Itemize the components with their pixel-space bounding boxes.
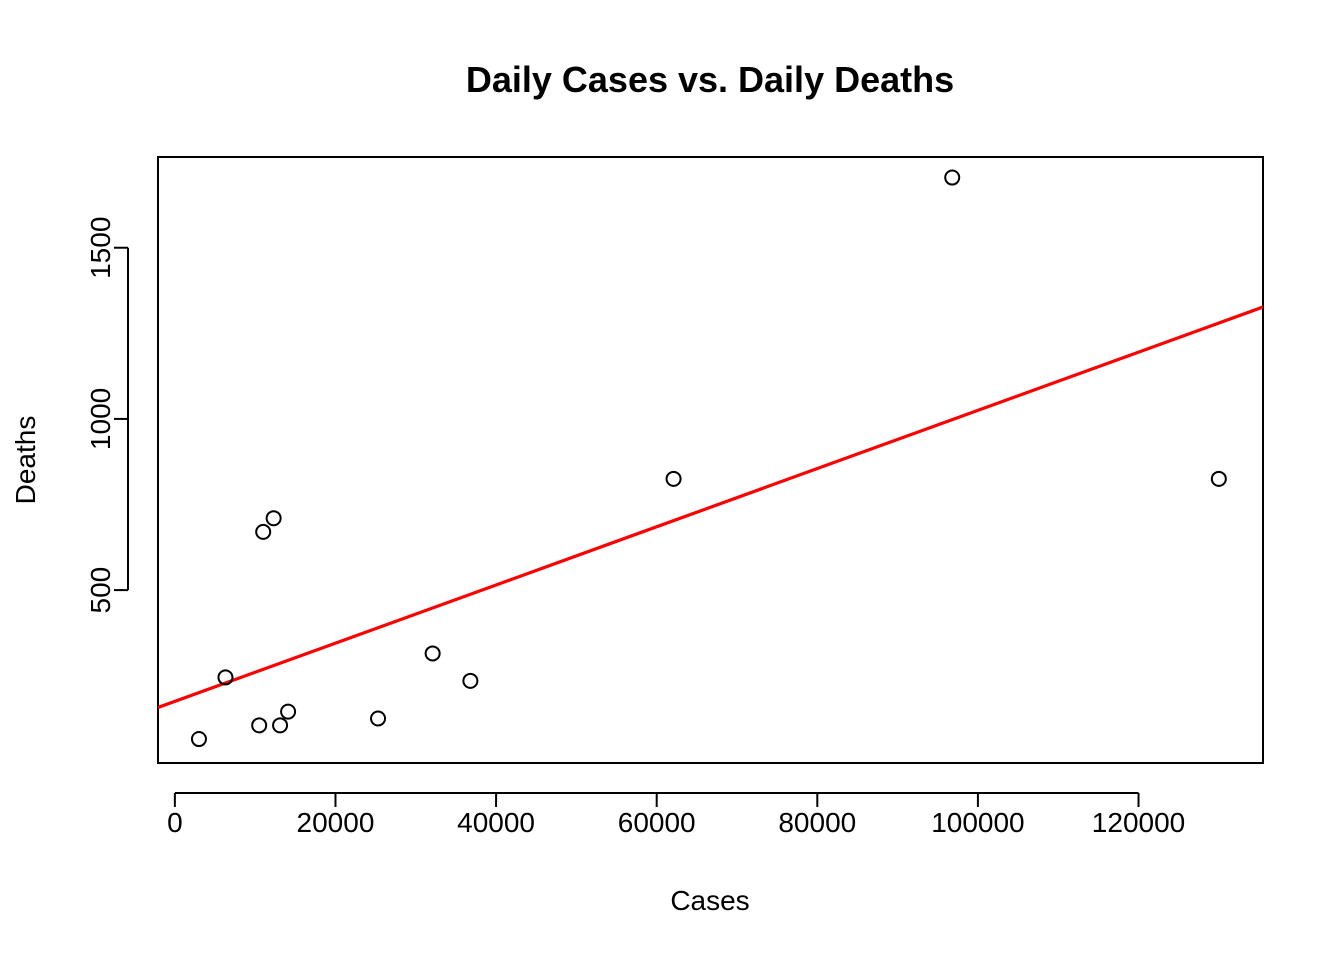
data-point (424, 645, 441, 662)
x-tick-label: 0 (167, 807, 183, 838)
x-tick-label: 60000 (618, 807, 696, 838)
data-point (255, 523, 272, 540)
data-point (265, 510, 282, 527)
y-tick-label: 1000 (85, 388, 116, 450)
x-tick-label: 100000 (931, 807, 1024, 838)
data-point (251, 717, 268, 734)
y-axis-label: Deaths (10, 416, 41, 505)
data-point (944, 169, 961, 186)
x-tick-label: 40000 (457, 807, 535, 838)
plot-frame (157, 156, 1264, 764)
data-point (665, 470, 682, 487)
data-point (272, 717, 289, 734)
chart-title: Daily Cases vs. Daily Deaths (466, 59, 954, 100)
x-tick-label: 20000 (297, 807, 375, 838)
data-point (280, 703, 297, 720)
y-tick-label: 500 (85, 567, 116, 614)
regression-line (158, 305, 1263, 709)
data-point (1210, 470, 1227, 487)
y-tick-label: 1500 (85, 217, 116, 279)
data-point (217, 669, 234, 686)
data-point (190, 731, 207, 748)
plot-content: 0 20000 40000 60000 80000 100000 120000 500 1000… (85, 156, 1264, 838)
x-tick-label: 120000 (1092, 807, 1185, 838)
x-tick-label: 80000 (778, 807, 856, 838)
data-point (462, 672, 479, 689)
data-point (370, 710, 387, 727)
x-axis-label: Cases (670, 885, 749, 916)
